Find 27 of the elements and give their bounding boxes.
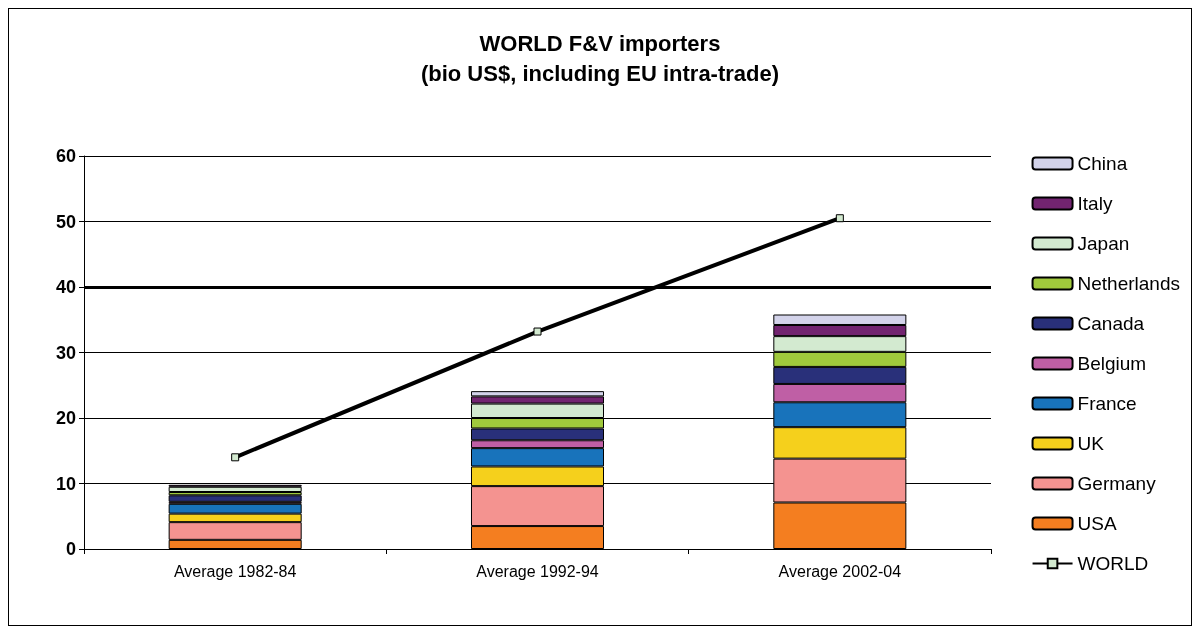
y-tick-label: 0 (65, 539, 76, 559)
legend-label: France (1077, 393, 1137, 414)
legend-label: Canada (1077, 313, 1145, 334)
chart-title: WORLD F&V importers (bio US$, including EU intra-trade) (420, 30, 780, 86)
x-tick-label: Average 1982-84 (173, 562, 297, 580)
legend-label: China (1077, 153, 1128, 174)
y-tick-label: 40 (55, 277, 76, 297)
y-tick-label: 30 (55, 342, 76, 363)
bar (168, 486, 302, 493)
legend-label: Belgium (1077, 353, 1147, 374)
legend-label: Italy (1077, 193, 1113, 214)
legend-label: USA (1077, 513, 1117, 534)
legend-label: Netherlands (1077, 273, 1180, 294)
legend-label: Japan (1077, 233, 1130, 254)
y-tick-label: 10 (55, 473, 76, 494)
y-tick-label: 20 (55, 408, 76, 428)
x-tick-label: Average 2002-04 (778, 562, 902, 580)
bar (168, 495, 302, 502)
point (533, 327, 542, 336)
point (835, 214, 844, 223)
legend-label: Germany (1077, 473, 1157, 494)
legend-label: UK (1077, 433, 1105, 454)
point (231, 453, 240, 462)
x-tick-label: Average 1992-94 (476, 562, 599, 580)
legend-label: WORLD (1077, 553, 1149, 574)
y-tick-label: 60 (55, 146, 76, 166)
y-tick-label: 50 (55, 211, 76, 232)
